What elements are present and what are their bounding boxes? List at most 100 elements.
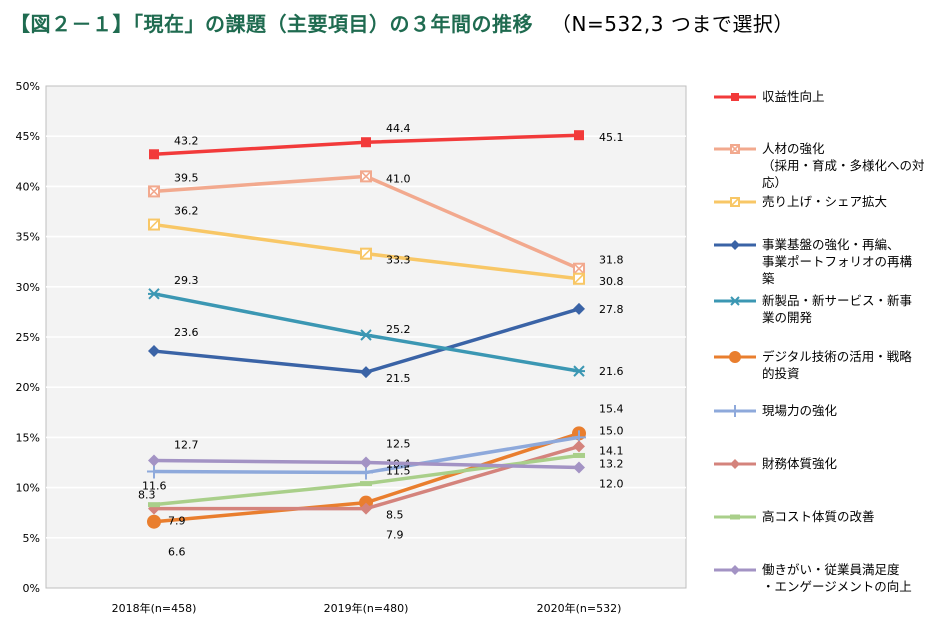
legend-marker — [714, 296, 756, 306]
series-4: 23.6 21.5 27.8 — [148, 302, 624, 385]
data-label: 7.9 — [168, 515, 186, 528]
y-tick-label: 35% — [16, 231, 40, 244]
data-point — [360, 502, 372, 515]
series-3: 36.2 33.3 30.8 — [148, 205, 624, 288]
data-point — [148, 345, 160, 358]
data-label: 23.6 — [174, 326, 199, 339]
data-point — [573, 302, 585, 315]
data-point — [149, 149, 159, 160]
data-label: 45.1 — [599, 131, 624, 144]
series-2: 39.5 41.0 31.8 — [148, 170, 624, 275]
legend-label-line: 売り上げ・シェア拡大 — [762, 194, 888, 209]
data-label: 44.4 — [386, 122, 411, 135]
legend-marker — [714, 405, 756, 417]
line-chart: 0% 5% 10% 15% 20% 25% 30% 35% 40% 45% 50% 2018年(n=4… — [16, 80, 687, 615]
legend-symbol — [730, 144, 740, 154]
legend-symbol-shape — [729, 405, 741, 417]
y-tick-label: 30% — [16, 281, 40, 294]
data-point-slash — [573, 273, 585, 285]
series-1: 43.2 44.4 45.1 — [149, 122, 624, 160]
legend-symbol-shape — [730, 296, 740, 306]
legend-marker — [714, 240, 756, 250]
data-point — [148, 454, 160, 467]
legend-marker — [714, 351, 756, 363]
data-point-slash — [360, 248, 372, 260]
y-tick-label: 25% — [16, 331, 40, 344]
data-label: 13.2 — [599, 457, 624, 470]
legend-label: 売り上げ・シェア拡大 — [762, 193, 934, 210]
legend-symbol-shape — [730, 514, 740, 520]
legend-symbol — [730, 296, 740, 306]
legend-symbol — [730, 197, 740, 207]
legend-symbol-shape-x — [730, 144, 740, 154]
data-label: 15.4 — [599, 402, 624, 415]
legend-symbol — [731, 93, 739, 101]
legend-label: 事業基盤の強化・再編、 事業ポートフォリオの再構築 — [762, 236, 934, 287]
data-label: 41.0 — [386, 172, 411, 185]
chart-title-text: 【図２－１】「現在」の課題（主要項目）の３年間の推移 — [10, 12, 533, 36]
legend-symbol — [730, 459, 740, 469]
data-point — [360, 456, 372, 469]
legend-symbol — [729, 351, 741, 363]
data-label: 27.8 — [599, 303, 624, 316]
legend-label-line: 業の開発 — [762, 310, 813, 325]
data-label: 11.6 — [142, 480, 167, 493]
legend-marker — [714, 144, 756, 154]
legend-symbol — [730, 565, 740, 575]
legend-label-line: 収益性向上 — [762, 89, 825, 104]
y-tick-label: 20% — [16, 381, 40, 394]
legend-marker — [714, 459, 756, 469]
data-label: 8.3 — [138, 489, 156, 502]
y-tick-label: 10% — [16, 482, 40, 495]
y-tick-label: 0% — [23, 582, 40, 595]
legend-symbol-shape-slash — [730, 197, 740, 207]
series-10: 12.7 12.5 12.0 — [148, 438, 624, 491]
data-point — [360, 481, 372, 487]
data-label: 12.7 — [174, 438, 199, 451]
data-label: 8.5 — [386, 509, 404, 522]
legend-label-line: 高コスト体質の改善 — [762, 509, 875, 524]
legend-label-line: 的投資 — [762, 366, 800, 381]
data-point — [147, 464, 161, 479]
data-label: 12.5 — [386, 438, 411, 451]
data-label: 36.2 — [174, 205, 199, 218]
data-label: 33.3 — [386, 254, 411, 267]
chart-title-note: （N=532,3 つまで選択） — [551, 12, 794, 36]
data-label: 6.6 — [168, 546, 186, 559]
data-point-x — [573, 263, 585, 275]
data-point — [361, 137, 371, 148]
data-label: 21.6 — [599, 365, 624, 378]
data-point-slash — [148, 218, 160, 231]
data-point-x — [148, 185, 160, 197]
data-point — [360, 329, 372, 341]
legend-marker — [714, 565, 756, 575]
legend-label-line: ・エンゲージメントの向上 — [762, 579, 912, 594]
chart-title: 【図２－１】「現在」の課題（主要項目）の３年間の推移 （N=532,3 つまで選択… — [10, 8, 794, 37]
x-tick-label: 2018年(n=458) — [112, 601, 197, 615]
legend-marker — [714, 514, 756, 520]
legend-label-line: 築 — [762, 271, 775, 286]
legend-label: 働きがい・従業員満足度 ・エンゲージメントの向上 — [762, 561, 934, 595]
legend-label: 現場力の強化 — [762, 402, 934, 419]
y-tick-label: 50% — [16, 80, 40, 93]
x-tick-label: 2020年(n=532) — [537, 601, 622, 615]
legend-symbol-shape — [730, 240, 740, 250]
legend-symbol-shape — [729, 351, 741, 363]
y-tick-label: 45% — [16, 130, 40, 143]
legend-symbol-shape — [731, 93, 739, 101]
data-point — [147, 514, 161, 529]
legend-symbol-shape — [730, 565, 740, 575]
series-7: 11.6 11.5 15.0 — [142, 424, 624, 492]
legend-symbol — [730, 514, 740, 520]
legend-symbol — [730, 240, 740, 250]
data-point — [148, 288, 160, 300]
legend-label-line: 事業ポートフォリオの再構 — [762, 254, 913, 269]
data-point-x — [360, 170, 372, 182]
legend-label: 新製品・新サービス・新事 業の開発 — [762, 292, 934, 326]
data-point — [573, 461, 585, 474]
legend-symbol — [729, 405, 741, 417]
data-point — [148, 502, 160, 508]
data-label: 21.5 — [386, 372, 411, 385]
data-label: 25.2 — [386, 323, 411, 336]
legend-label-line: 財務体質強化 — [762, 456, 838, 471]
